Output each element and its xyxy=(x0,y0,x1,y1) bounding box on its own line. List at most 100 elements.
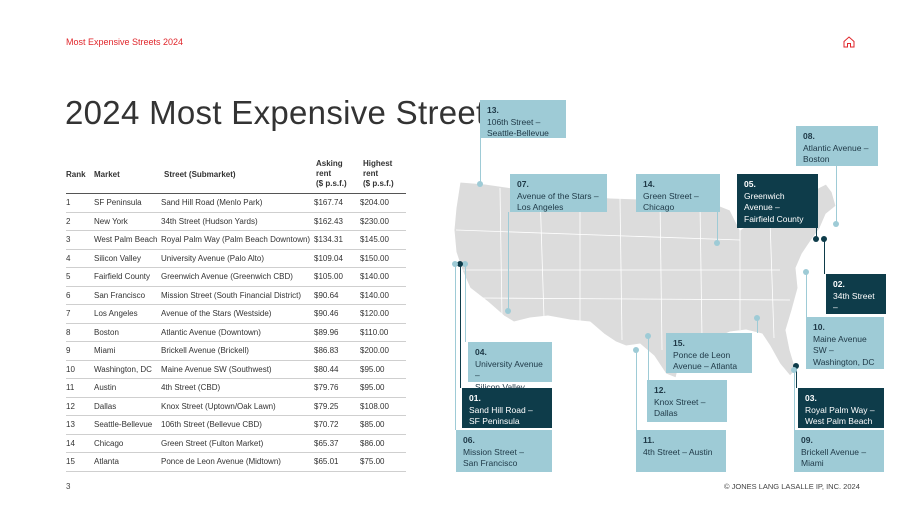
cell-rank: 5 xyxy=(66,272,71,281)
cell-rank: 6 xyxy=(66,290,71,300)
connector-line xyxy=(757,318,758,333)
cell-highest: $150.00 xyxy=(360,253,389,263)
map-label-08: 08. Atlantic Avenue – Boston xyxy=(796,126,878,166)
cell-street: 4th Street (CBD) xyxy=(161,383,221,392)
cell-asking: $65.01 xyxy=(314,457,339,466)
table-row: 9 Miami Brickell Avenue (Brickell) $86.83 $2… xyxy=(66,342,406,361)
location-dot xyxy=(754,315,760,321)
label-number: 02. xyxy=(833,279,845,289)
cell-street: Brickell Avenue (Brickell) xyxy=(161,346,249,355)
label-text: 4th Street – Austin xyxy=(643,446,713,457)
location-dot xyxy=(462,261,468,267)
cell-market: Los Angeles xyxy=(94,309,138,318)
cell-highest: $145.00 xyxy=(360,235,389,244)
cell-highest: $85.00 xyxy=(360,420,385,429)
label-text: Avenue – xyxy=(744,202,780,212)
location-dot xyxy=(633,347,639,353)
label-number: 15. xyxy=(673,338,685,348)
connector-line xyxy=(806,272,807,317)
table-row: 1 SF Peninsula Sand Hill Road (Menlo Park)… xyxy=(66,194,406,213)
label-number: 06. xyxy=(463,435,475,445)
cell-street: Maine Avenue SW (Southwest) xyxy=(161,364,272,374)
cell-market: Boston xyxy=(94,327,119,337)
cell-market: New York xyxy=(94,216,128,226)
cell-street: University Avenue (Palo Alto) xyxy=(161,253,265,263)
cell-street: Ponce de Leon Avenue (Midtown) xyxy=(161,457,281,466)
cell-rank: 15 xyxy=(66,457,75,466)
table-row: 3 West Palm Beach Royal Palm Way (Palm Bea… xyxy=(66,231,406,250)
label-text: Royal Palm Way – xyxy=(805,404,875,415)
us-map xyxy=(453,181,837,379)
table-row: 12 Dallas Knox Street (Uptown/Oak Lawn) $79… xyxy=(66,398,406,416)
cell-market: Austin xyxy=(94,383,117,392)
label-text: Green Street – xyxy=(643,190,699,201)
label-number: 08. xyxy=(803,131,815,141)
label-number: 05. xyxy=(744,179,756,189)
cell-highest: $140.00 xyxy=(360,290,389,300)
cell-rank: 9 xyxy=(66,346,71,355)
cell-rank: 3 xyxy=(66,235,71,244)
connector-line xyxy=(824,239,825,274)
table-row: 5 Fairfield County Greenwich Avenue (Green… xyxy=(66,268,406,287)
label-text: Chicago xyxy=(643,202,675,212)
map-label-14: 14. Green Street – Chicago xyxy=(636,174,720,212)
map-label-01: 01. Sand Hill Road – SF Peninsula xyxy=(462,388,552,428)
cell-street: Sand Hill Road (Menlo Park) xyxy=(161,198,263,207)
table-row: 14 Chicago Green Street (Fulton Market) $65… xyxy=(66,435,406,453)
table-body: 1 SF Peninsula Sand Hill Road (Menlo Park)… xyxy=(66,194,406,472)
cell-highest: $95.00 xyxy=(360,383,385,392)
cell-asking: $90.46 xyxy=(314,309,339,318)
location-dot xyxy=(645,333,651,339)
cell-highest: $108.00 xyxy=(360,401,389,411)
col-highest-2: rent xyxy=(363,169,379,178)
location-dot xyxy=(813,236,819,242)
label-text: Seattle-Bellevue xyxy=(487,128,549,138)
location-dot xyxy=(457,261,463,267)
connector-line xyxy=(836,166,837,224)
connector-line xyxy=(796,366,797,388)
cell-rank: 14 xyxy=(66,438,75,448)
connector-line xyxy=(480,138,481,184)
table-row: 7 Los Angeles Avenue of the Stars (Westsid… xyxy=(66,305,406,324)
connector-line xyxy=(455,264,456,430)
label-text: Dallas xyxy=(654,408,678,418)
label-text: 106th Street – xyxy=(487,116,541,127)
label-text: Maine Avenue xyxy=(813,333,867,344)
cell-highest: $230.00 xyxy=(360,216,389,226)
connector-line xyxy=(648,336,649,380)
cell-asking: $65.37 xyxy=(314,438,339,448)
location-dot xyxy=(477,181,483,187)
label-text: Boston xyxy=(803,154,830,164)
connector-line xyxy=(816,228,817,239)
cell-street: Avenue of the Stars (Westside) xyxy=(161,309,272,318)
page-title: 2024 Most Expensive Streets xyxy=(65,94,503,131)
label-text: Mission Street – xyxy=(463,446,524,457)
label-number: 12. xyxy=(654,385,666,395)
label-text: 34th Street – xyxy=(833,290,875,313)
label-text: Fairfield County xyxy=(744,213,804,224)
cell-asking: $79.25 xyxy=(314,401,339,411)
cell-highest: $86.00 xyxy=(360,438,385,448)
label-number: 14. xyxy=(643,179,655,189)
col-rank: Rank xyxy=(66,170,86,179)
cell-market: Silicon Valley xyxy=(94,253,141,263)
cell-highest: $200.00 xyxy=(360,346,389,355)
col-asking-1: Asking xyxy=(316,159,343,168)
label-text: West Palm Beach xyxy=(805,416,873,426)
cell-asking: $109.04 xyxy=(314,253,343,263)
label-text: Washington, DC xyxy=(813,356,875,367)
cell-market: Washington, DC xyxy=(94,364,152,374)
home-icon[interactable] xyxy=(842,35,856,49)
connector-line xyxy=(717,212,718,243)
cell-market: West Palm Beach xyxy=(94,235,158,244)
cell-street: 106th Street (Bellevue CBD) xyxy=(161,420,262,429)
cell-asking: $167.74 xyxy=(314,198,343,207)
cell-market: Atlanta xyxy=(94,457,119,466)
cell-asking: $90.64 xyxy=(314,290,339,300)
map-label-10: 10. Maine Avenue SW – Washington, DC xyxy=(806,317,884,369)
table-row: 2 New York 34th Street (Hudson Yards) $162.… xyxy=(66,213,406,231)
label-number: 04. xyxy=(475,347,487,357)
cell-rank: 13 xyxy=(66,420,75,429)
table-row: 11 Austin 4th Street (CBD) $79.76 $95.00 xyxy=(66,379,406,398)
cell-rank: 1 xyxy=(66,198,71,207)
